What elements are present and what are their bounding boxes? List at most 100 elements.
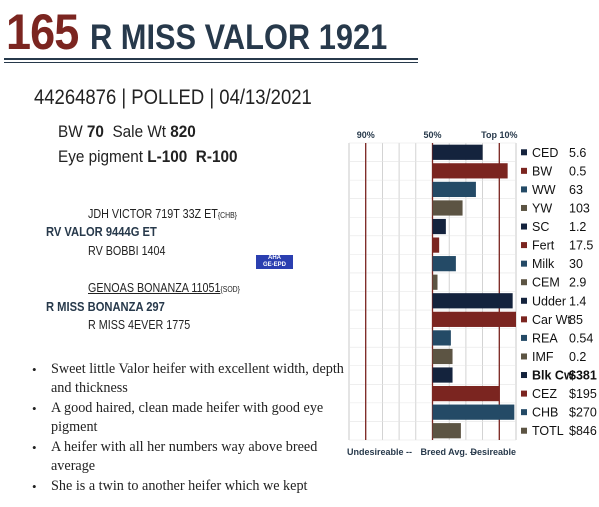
trait-value: 1.4 [569,294,586,308]
sire-name: RV VALOR 9444G ET [46,224,157,239]
lot-number: 165 [6,4,79,60]
trait-value: 0.2 [569,350,586,364]
eye-left-value: L-100 [147,147,188,166]
bar-ced [432,144,483,160]
legend-swatch [521,353,527,360]
bar-chb [432,404,515,420]
logo-line-2: GE-EPD [262,262,286,268]
trait-value: 103 [569,201,590,215]
bw-label: BW [58,122,83,141]
bar-totl [432,423,461,439]
trait-value: 0.5 [569,164,586,178]
trait-label: CEZ [532,387,557,401]
dam-dam: R MISS 4EVER 1775 [88,318,191,332]
comment-item: She is a twin to another heifer which we… [28,477,348,496]
dam-name: R MISS BONANZA 297 [46,299,165,314]
header-rule [4,58,418,60]
trait-label: TOTL [532,424,564,438]
trait-label: Fert [532,239,555,253]
bar-sc [432,218,446,235]
comment-item: A good haired, clean made heifer with go… [28,399,348,437]
sire-sire: JDH VICTOR 719T 33Z ET{CHB} [88,207,237,223]
bar-blk-cw [432,367,453,383]
legend-swatch [521,372,527,379]
percentile-header-label: Top 10% [481,130,517,140]
comment-list: Sweet little Valor heifer with excellent… [28,360,348,497]
trait-value: 17.5 [569,239,593,253]
legend-swatch [521,242,527,249]
sire-sire-tag: {CHB} [217,211,237,220]
trait-label: IMF [532,350,554,364]
registration-line: 44264876 | POLLED | 04/13/2021 [34,86,312,109]
bar-rea [432,330,451,346]
trait-label: Udder [532,294,566,308]
bar-car-wt [432,311,516,327]
trait-value: $270 [569,406,597,420]
trait-label: CEM [532,276,560,290]
legend-swatch [521,186,527,193]
trait-label: YW [532,201,552,215]
legend-swatch [521,297,527,304]
bar-bw [432,163,508,179]
trait-value: 2.9 [569,276,586,290]
trait-value: 0.54 [569,331,593,345]
trait-label: Car Wt [532,313,571,327]
ge-epd-logo: AHA GE-EPD [256,255,293,269]
trait-label: WW [532,183,556,197]
trait-value: $195 [569,387,597,401]
dam-sire-tag: {SOD} [220,285,240,294]
sale-wt-value: 820 [170,122,196,141]
dam-sire-name: GENOAS BONANZA 11051 [88,281,221,295]
logo-line-1: AHA [268,255,281,261]
epd-percentile-chart: 90% 50% Top 10% CED 5.6 BW 0.5 WW 63 YW 103 SC 1.2 Fe… [347,130,597,457]
legend-swatch [521,409,527,416]
bar-cez [432,385,500,402]
bar-yw [432,200,463,216]
trait-value: 63 [569,183,583,197]
trait-value: 30 [569,257,583,271]
animal-name: R MISS VALOR 1921 [90,18,388,57]
footer-undesirable: Undesireable -- [347,447,412,457]
bar-imf [432,348,453,365]
dam-sire: GENOAS BONANZA 11051{SOD} [88,281,240,297]
comment-item: A heifer with all her numbers way above … [28,438,348,476]
header-rule-thin [4,62,418,63]
trait-label: SC [532,220,549,234]
comment-item: Sweet little Valor heifer with excellent… [28,360,348,398]
legend-swatch [521,316,527,323]
legend-swatch [521,167,527,174]
percentile-header-label: 90% [357,130,375,140]
bar-milk [432,256,456,272]
trait-value: 1.2 [569,220,586,234]
trait-label: REA [532,331,558,345]
sire-sire-name: JDH VICTOR 719T 33Z ET [88,207,218,221]
bw-value: 70 [86,122,104,141]
trait-label: Blk Cw [532,369,574,383]
bar-cem [432,274,438,290]
sale-wt-label: Sale Wt [112,122,167,141]
trait-value: 85 [569,313,583,327]
percentile-header-label: 50% [423,130,441,140]
trait-value: $846 [569,424,597,438]
eye-pigment-line: Eye pigment L-100 R-100 [58,147,237,167]
eye-pigment-label: Eye pigment [58,147,144,166]
legend-swatch [521,204,527,211]
legend-swatch [521,260,527,267]
eye-right-value: R-100 [195,147,238,166]
legend-swatch [521,427,527,434]
legend-swatch [521,279,527,286]
trait-label: CED [532,146,558,160]
trait-value: 5.6 [569,146,586,160]
weights-line: BW 70 Sale Wt 820 [58,122,196,142]
legend-swatch [521,334,527,341]
legend-swatch [521,149,527,156]
trait-value: $381 [569,369,597,383]
legend-swatch [521,223,527,230]
sire-dam: RV BOBBI 1404 [88,244,166,258]
bar-udder [432,293,513,309]
footer-breed-avg: Breed Avg. -- [421,447,476,457]
bar-fert [432,237,440,253]
bar-ww [432,181,476,198]
trait-label: BW [532,164,552,178]
footer-desirable: Desireable [471,447,517,457]
